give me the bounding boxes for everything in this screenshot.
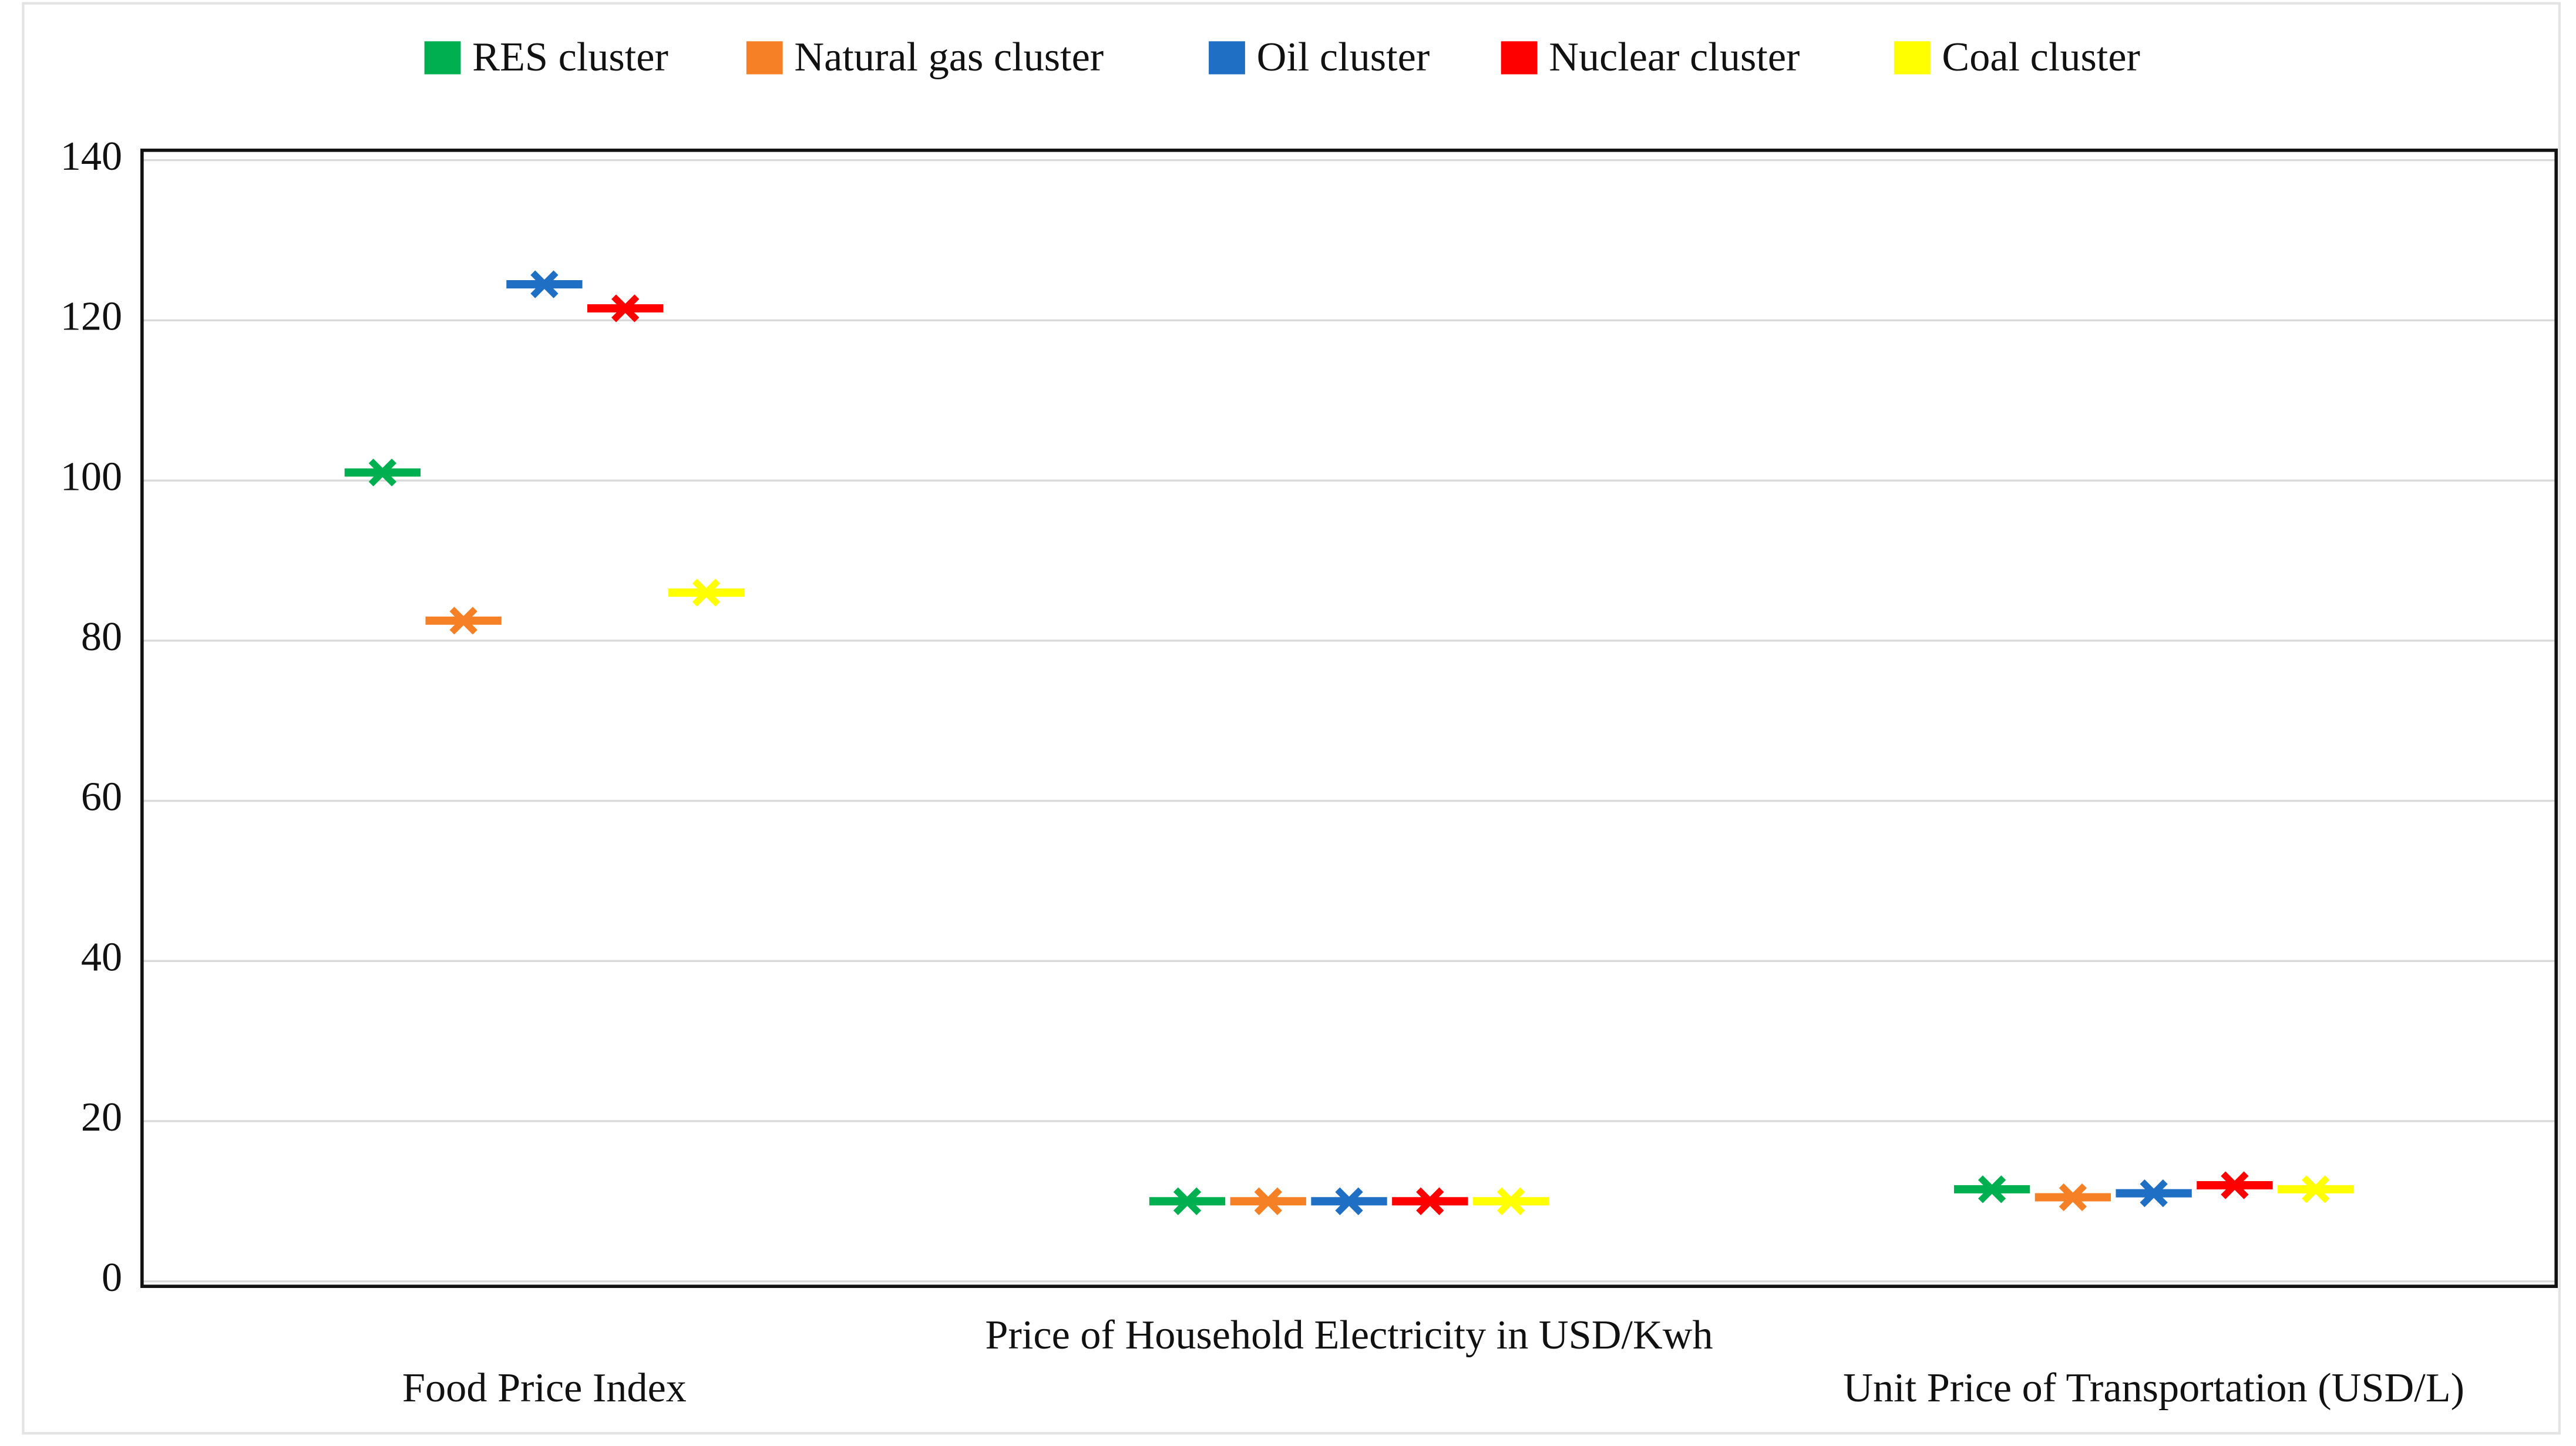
cross: [1496, 1187, 1525, 1215]
y-tick-label: 60: [81, 774, 122, 820]
legend-swatch: [1501, 41, 1538, 75]
cross: [1978, 1175, 2006, 1203]
plot-frame: [140, 149, 2558, 1288]
y-tick-label: 80: [81, 614, 122, 660]
legend-label: Nuclear cluster: [1549, 34, 1800, 80]
cross: [692, 579, 721, 607]
y-tick-label: 20: [81, 1094, 122, 1140]
dot-marker: [1953, 1175, 2030, 1203]
dot-marker: [1311, 1187, 1387, 1215]
dot-marker: [2197, 1171, 2273, 1199]
cross: [2140, 1179, 2168, 1208]
dot-marker: [1392, 1187, 1468, 1215]
legend-label: Oil cluster: [1257, 34, 1430, 80]
legend-swatch: [1894, 41, 1931, 75]
y-tick-label: 40: [81, 934, 122, 980]
y-tick-label: 140: [60, 133, 122, 179]
cross: [611, 294, 640, 322]
cross: [368, 458, 397, 487]
chart-border: [22, 2, 2561, 1435]
dot-marker: [587, 294, 664, 322]
x-tick-label: Food Price Index: [402, 1365, 687, 1411]
legend-swatch: [746, 41, 783, 75]
grid: [142, 159, 2557, 1283]
legend-label: RES cluster: [472, 34, 668, 80]
marks: [344, 270, 2354, 1215]
cross: [1335, 1187, 1363, 1215]
cross: [1173, 1187, 1202, 1215]
x-tick-label: Unit Price of Transportation (USD/L): [1843, 1365, 2464, 1411]
dot-marker: [2278, 1175, 2354, 1203]
labels: 0 20 40 60 80 100 120 140 Food Price Index Price …: [60, 34, 2464, 1411]
legend-swatch: [1209, 41, 1245, 75]
cross: [2059, 1183, 2087, 1212]
y-tick-label: 0: [102, 1255, 122, 1300]
y-tick-label: 100: [60, 453, 122, 499]
y-tick-label: 120: [60, 294, 122, 339]
dot-marker: [425, 607, 502, 635]
cross: [2302, 1175, 2330, 1203]
dot-marker: [506, 270, 583, 298]
dot-marker: [1230, 1187, 1306, 1215]
legend-label: Natural gas cluster: [794, 34, 1104, 80]
legend: RES cluster Natural gas cluster Oil cluste…: [424, 34, 2140, 80]
dot-marker: [668, 579, 745, 607]
cross: [449, 607, 477, 635]
dot-marker: [1472, 1187, 1549, 1215]
legend-swatch: [424, 41, 461, 75]
x-tick-label: Price of Household Electricity in USD/Kw…: [985, 1312, 1713, 1358]
dot-marker: [2034, 1183, 2111, 1212]
dot-marker: [2116, 1179, 2192, 1208]
dot-marker: [1149, 1187, 1226, 1215]
cross: [1254, 1187, 1282, 1215]
cross: [1416, 1187, 1444, 1215]
legend-label: Coal cluster: [1942, 34, 2140, 80]
dot-marker: [344, 458, 421, 487]
cross: [530, 270, 559, 298]
cross: [2221, 1171, 2249, 1199]
